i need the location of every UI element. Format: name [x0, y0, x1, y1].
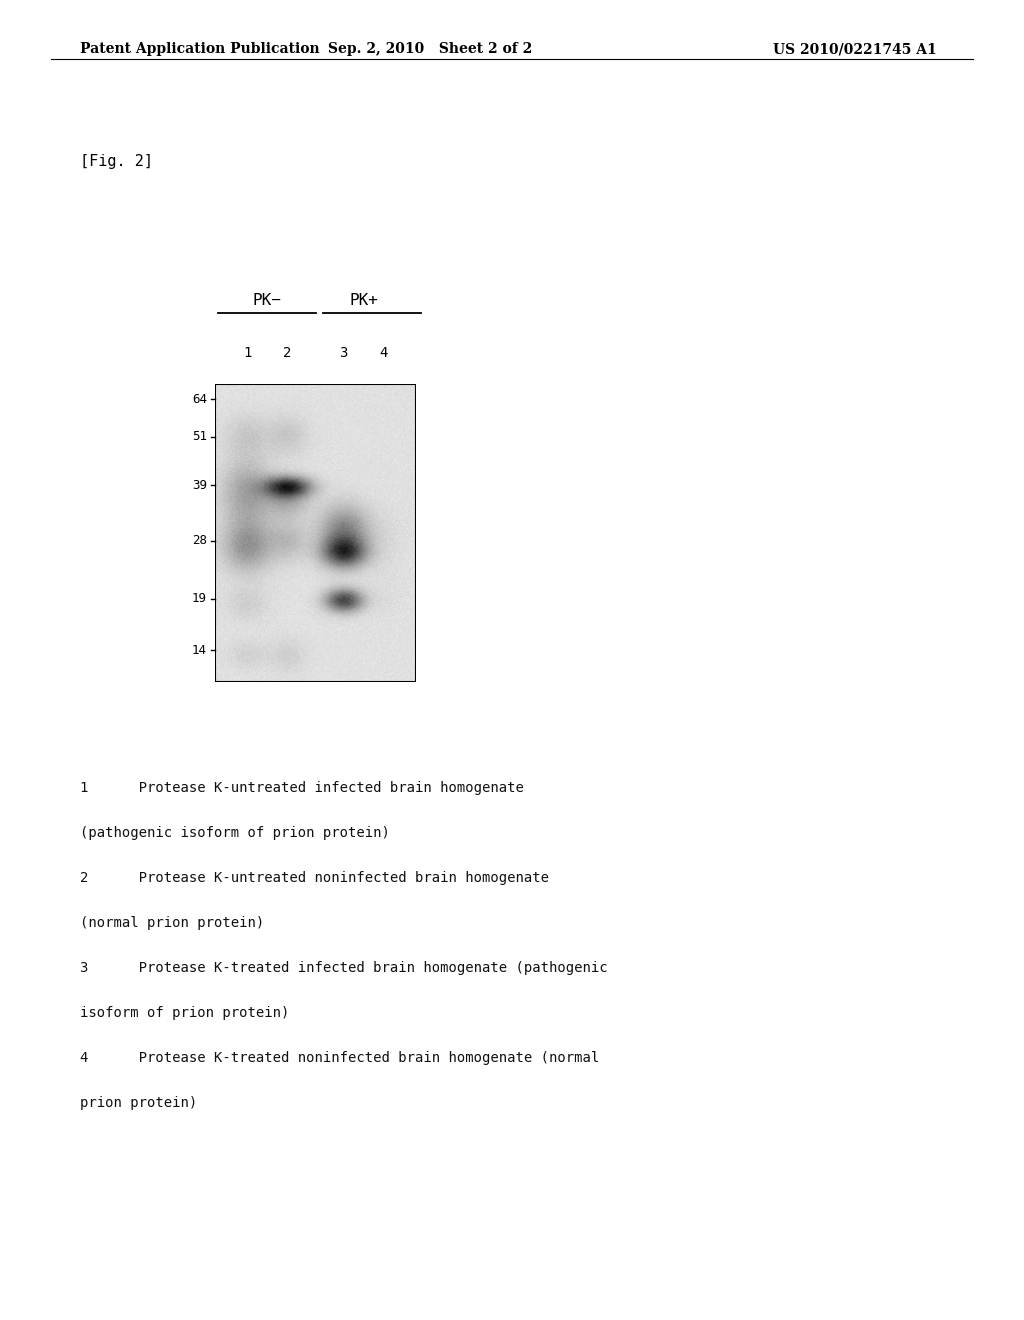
Text: PK+: PK+ — [349, 293, 378, 308]
Text: 3      Protease K-treated infected brain homogenate (pathogenic: 3 Protease K-treated infected brain homo… — [80, 961, 607, 975]
Text: 4      Protease K-treated noninfected brain homogenate (normal: 4 Protease K-treated noninfected brain h… — [80, 1051, 599, 1065]
Text: [Fig. 2]: [Fig. 2] — [80, 154, 153, 169]
Text: Sep. 2, 2010   Sheet 2 of 2: Sep. 2, 2010 Sheet 2 of 2 — [328, 42, 532, 57]
Text: 1      Protease K-untreated infected brain homogenate: 1 Protease K-untreated infected brain ho… — [80, 781, 523, 796]
Text: US 2010/0221745 A1: US 2010/0221745 A1 — [773, 42, 937, 57]
Text: 3: 3 — [339, 346, 348, 360]
Text: 64: 64 — [191, 393, 207, 405]
Text: 28: 28 — [191, 535, 207, 548]
Text: PK−: PK− — [253, 293, 282, 308]
Text: 4: 4 — [380, 346, 388, 360]
Text: 51: 51 — [191, 430, 207, 444]
Text: isoform of prion protein): isoform of prion protein) — [80, 1006, 289, 1020]
Text: 1: 1 — [243, 346, 251, 360]
Text: 2: 2 — [283, 346, 292, 360]
Text: (pathogenic isoform of prion protein): (pathogenic isoform of prion protein) — [80, 826, 390, 841]
Text: prion protein): prion protein) — [80, 1096, 198, 1110]
Text: 14: 14 — [191, 644, 207, 656]
Text: 2      Protease K-untreated noninfected brain homogenate: 2 Protease K-untreated noninfected brain… — [80, 871, 549, 886]
Text: Patent Application Publication: Patent Application Publication — [80, 42, 319, 57]
Text: 39: 39 — [191, 479, 207, 492]
Text: (normal prion protein): (normal prion protein) — [80, 916, 264, 931]
Text: 19: 19 — [191, 591, 207, 605]
